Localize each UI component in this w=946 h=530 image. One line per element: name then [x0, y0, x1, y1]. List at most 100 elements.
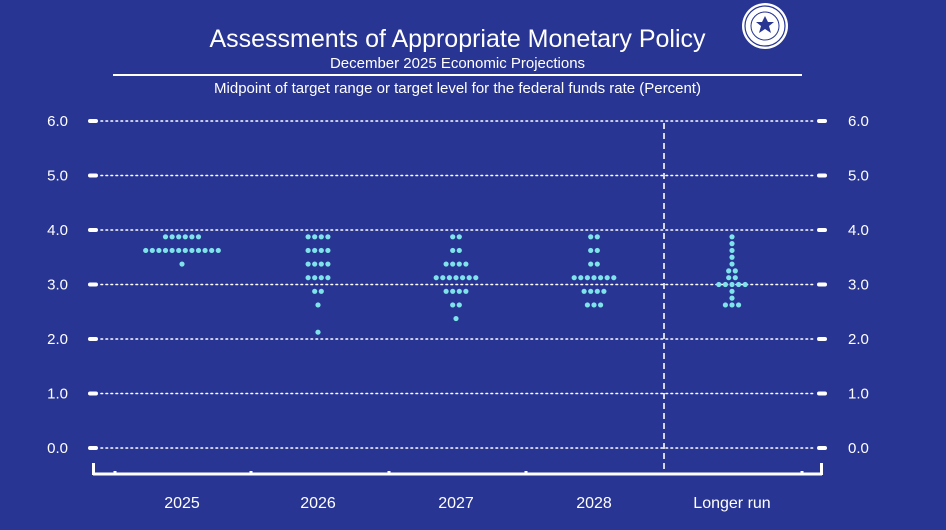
projection-dot [179, 261, 185, 267]
y-tick-label-right: 6.0 [848, 113, 869, 130]
projection-dot [195, 234, 202, 240]
projection-dot [456, 302, 462, 308]
projection-dot [588, 234, 594, 240]
projection-dot [594, 247, 600, 254]
projection-dot [443, 261, 449, 267]
projection-dot [318, 247, 324, 254]
projection-dot [325, 247, 331, 254]
projection-dot [450, 302, 456, 308]
projection-dot [305, 247, 311, 254]
projection-dot [729, 261, 735, 267]
projection-dot [143, 247, 149, 254]
projection-dot [729, 295, 735, 301]
projection-dot [312, 234, 318, 240]
projection-dot [594, 234, 600, 240]
projection-dot [466, 275, 472, 281]
x-tick-label: 2027 [438, 495, 474, 512]
projection-dot [215, 247, 221, 254]
projection-dot [473, 275, 479, 281]
projection-dot [729, 241, 735, 247]
projection-dot [312, 261, 318, 267]
projection-dot [584, 302, 591, 308]
projection-dot [162, 247, 169, 254]
projection-dot [742, 281, 748, 288]
projection-dot [598, 302, 604, 308]
projection-dot [450, 234, 456, 240]
projection-dot [443, 288, 449, 294]
projection-dot [591, 302, 597, 308]
projection-dot [318, 275, 324, 281]
projection-dot [176, 234, 182, 240]
projection-dot [598, 275, 604, 281]
projection-dot [732, 268, 738, 274]
x-tick-label: 2026 [300, 495, 336, 512]
projection-dot [594, 261, 600, 267]
projection-dot [182, 247, 188, 254]
projection-dot [453, 275, 459, 281]
projection-dot [315, 329, 321, 335]
projection-dot [182, 234, 188, 240]
projection-dot [456, 261, 462, 267]
projection-dot [456, 288, 462, 294]
projection-dot [169, 247, 175, 254]
y-axis-label: Midpoint of target range or target level… [214, 80, 701, 97]
y-tick-label-right: 3.0 [848, 277, 869, 294]
projection-dot [460, 275, 466, 281]
projection-dot [736, 302, 742, 308]
title-rule [113, 74, 802, 76]
projection-dot [581, 288, 587, 294]
x-tick-label: 2025 [164, 495, 200, 512]
projection-dot [591, 275, 597, 281]
y-tick-label-right: 0.0 [848, 440, 869, 457]
projection-dot [729, 281, 735, 288]
projection-dot [456, 247, 462, 254]
y-tick-label-left: 5.0 [47, 168, 68, 185]
projection-dot [729, 254, 735, 260]
projection-dot [736, 281, 742, 288]
y-tick-label-left: 1.0 [47, 386, 68, 403]
projection-dot [450, 247, 456, 254]
projection-dot [312, 288, 318, 294]
y-tick-label-left: 2.0 [47, 331, 68, 348]
projection-dot [729, 234, 735, 240]
projection-dot [463, 288, 469, 294]
chart-title: Assessments of Appropriate Monetary Poli… [209, 25, 706, 53]
x-tick-label: 2028 [576, 495, 612, 512]
projection-dot [318, 234, 324, 240]
y-tick-label-left: 4.0 [47, 222, 68, 239]
projection-dot [176, 247, 182, 254]
y-tick-label-left: 6.0 [47, 113, 68, 130]
y-tick-label-right: 5.0 [848, 168, 869, 185]
projection-dot [446, 275, 452, 281]
projection-dot [305, 261, 311, 267]
projection-dot [726, 268, 732, 274]
projection-dot [604, 275, 610, 281]
projection-dot [588, 247, 594, 254]
chart-subtitle: December 2025 Economic Projections [329, 55, 586, 72]
projection-dot [588, 261, 594, 267]
federal-reserve-seal-icon [742, 3, 788, 49]
projection-dot [156, 247, 162, 254]
projection-dot [456, 234, 462, 240]
projection-dot [722, 302, 729, 308]
y-tick-label-right: 1.0 [848, 386, 869, 403]
projection-dot [305, 234, 311, 240]
projection-dot [571, 275, 577, 281]
projection-dot [149, 247, 155, 254]
projection-dot [601, 288, 607, 294]
projection-dot [433, 275, 439, 281]
projection-dot [312, 275, 318, 281]
projection-dot [594, 288, 600, 294]
x-tick-label: Longer run [693, 495, 770, 512]
projection-dot [584, 275, 591, 281]
projection-dot [312, 247, 318, 254]
projection-dot [189, 247, 195, 254]
projection-dot [325, 234, 331, 240]
y-tick-label-right: 2.0 [848, 331, 869, 348]
y-tick-label-left: 0.0 [47, 440, 68, 457]
projection-dot [315, 302, 321, 308]
projection-dot [169, 234, 175, 240]
projection-dot [732, 275, 738, 281]
projection-dot [611, 275, 617, 281]
